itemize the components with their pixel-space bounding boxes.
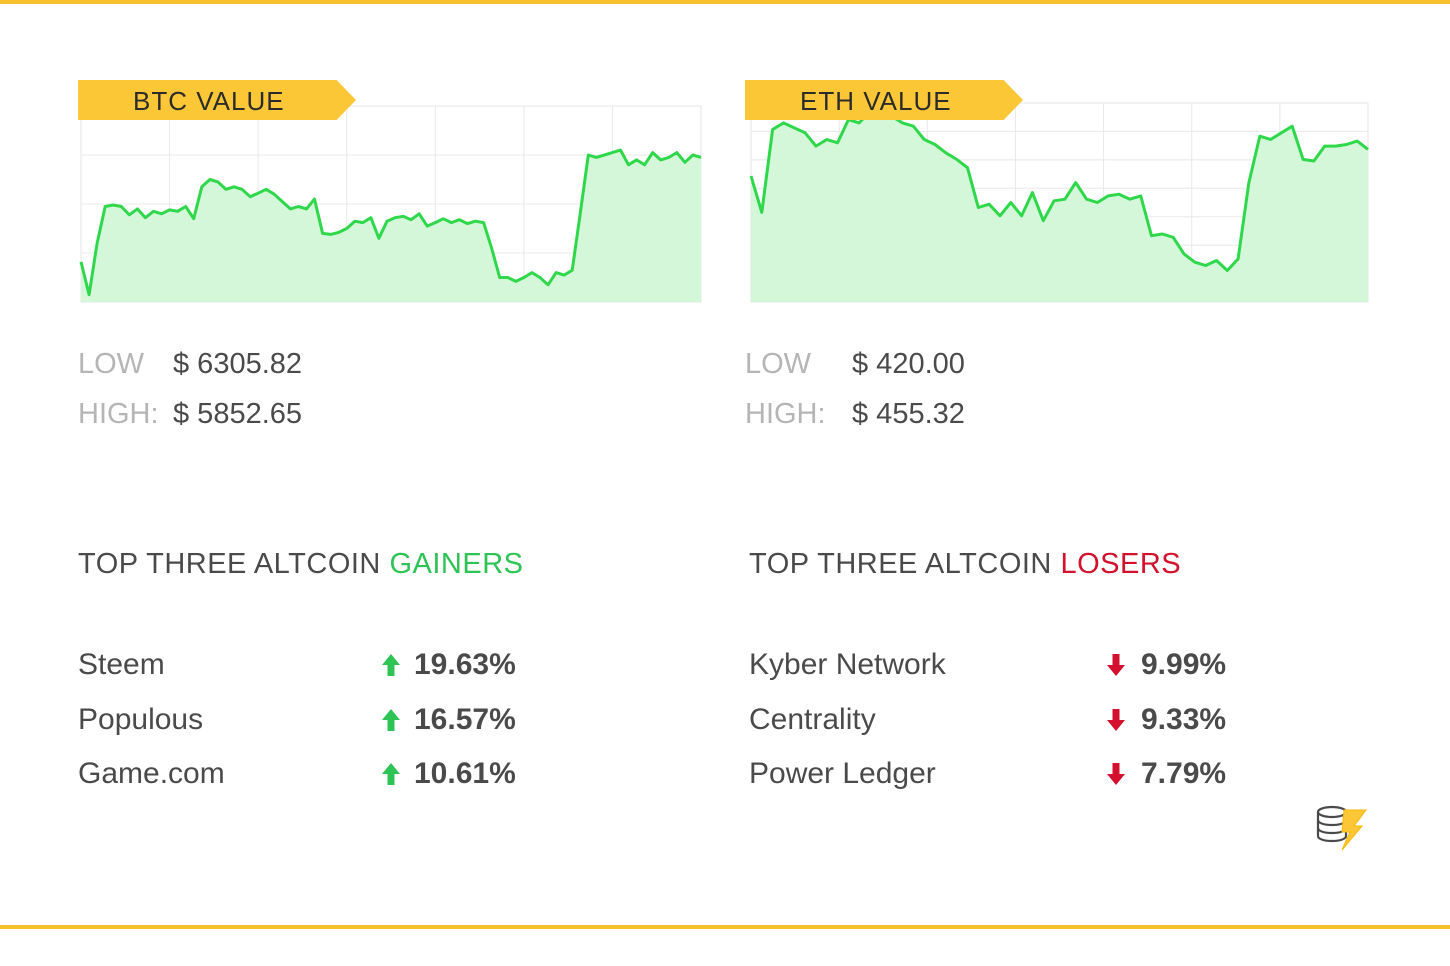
arrow-up-icon bbox=[382, 763, 400, 785]
btc-high-value: $ 5852.65 bbox=[173, 398, 303, 430]
coin-stack-lightning-icon bbox=[1316, 805, 1367, 851]
btc-price-line bbox=[79, 148, 702, 297]
gainers-title-highlight: GAINERS bbox=[389, 548, 524, 580]
gainers-title: TOP THREE ALTCOIN GAINERS bbox=[78, 548, 523, 581]
btc-stats: LOW $ 6305.82 HIGH: $ 5852.65 bbox=[78, 339, 708, 439]
gainer-pct: 10.61% bbox=[414, 757, 516, 790]
arrow-up-icon bbox=[382, 654, 400, 676]
loser-pct: 9.99% bbox=[1141, 648, 1227, 681]
eth-price-line bbox=[749, 109, 1369, 272]
gainer-name: Populous bbox=[78, 702, 204, 736]
loser-pct: 9.33% bbox=[1141, 702, 1227, 736]
losers-title: TOP THREE ALTCOIN LOSERS bbox=[749, 548, 1181, 581]
eth-value-tag: ETH VALUE bbox=[745, 80, 1023, 120]
eth-panel: ETH VALUE LOW $ 420.00 HIGH: $ 455.32 bbox=[745, 80, 1375, 439]
loser-name: Power Ledger bbox=[749, 757, 936, 790]
btc-panel: BTC VALUE LOW $ 6305.82 HIGH: $ 5852.65 bbox=[78, 80, 708, 439]
eth-stats: LOW $ 420.00 HIGH: $ 455.32 bbox=[745, 339, 1375, 439]
gainers-title-prefix: TOP THREE ALTCOIN bbox=[78, 548, 381, 580]
arrow-down-icon bbox=[1107, 763, 1125, 785]
btc-low-row: LOW $ 6305.82 bbox=[78, 339, 708, 389]
eth-high-label: HIGH: bbox=[745, 398, 826, 430]
btc-value-tag: BTC VALUE bbox=[78, 80, 356, 120]
losers-title-highlight: LOSERS bbox=[1060, 548, 1182, 580]
btc-low-label: LOW bbox=[78, 348, 145, 380]
eth-high-row: HIGH: $ 455.32 bbox=[745, 389, 1375, 439]
eth-high-value: $ 455.32 bbox=[852, 398, 965, 430]
losers-title-prefix: TOP THREE ALTCOIN bbox=[749, 548, 1052, 580]
eth-low-row: LOW $ 420.00 bbox=[745, 339, 1375, 389]
eth-chart-svg bbox=[749, 102, 1369, 303]
bottom-rule bbox=[0, 925, 1450, 929]
arrow-up-icon bbox=[382, 708, 400, 731]
eth-low-label: LOW bbox=[745, 348, 812, 380]
btc-chart: BTC VALUE bbox=[78, 80, 704, 305]
gainer-name: Game.com bbox=[78, 757, 225, 790]
loser-name: Centrality bbox=[749, 702, 876, 736]
btc-chart-svg bbox=[79, 105, 702, 303]
gainer-name: Steem bbox=[78, 648, 165, 681]
gainer-pct: 19.63% bbox=[414, 648, 516, 681]
loser-pct: 7.79% bbox=[1141, 757, 1227, 790]
btc-low-value: $ 6305.82 bbox=[173, 348, 303, 380]
arrow-down-icon bbox=[1107, 654, 1125, 676]
top-rule bbox=[0, 0, 1450, 4]
loser-name: Kyber Network bbox=[749, 648, 946, 681]
gainer-pct: 16.57% bbox=[414, 702, 516, 736]
btc-high-label: HIGH: bbox=[78, 398, 159, 430]
eth-chart: ETH VALUE bbox=[745, 80, 1371, 305]
eth-low-value: $ 420.00 bbox=[852, 348, 965, 380]
btc-high-row: HIGH: $ 5852.65 bbox=[78, 389, 708, 439]
arrow-down-icon bbox=[1107, 708, 1125, 731]
eth-area-fill bbox=[751, 111, 1368, 302]
